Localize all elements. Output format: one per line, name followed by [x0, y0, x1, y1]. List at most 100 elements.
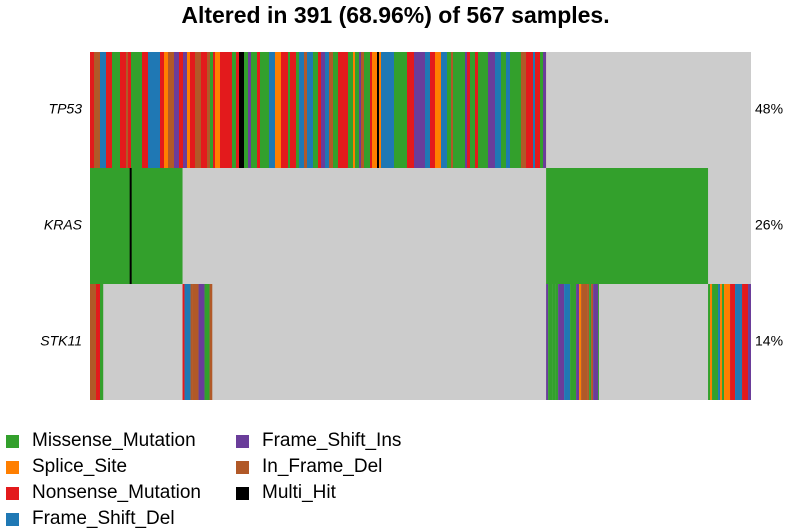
- gene-percent-tp53: 48%: [755, 101, 783, 117]
- mutation-cell-stk11: [718, 284, 720, 400]
- legend-item-in-frame-del: In_Frame_Del: [236, 454, 401, 480]
- mutation-cell-stk11: [742, 284, 748, 400]
- mutation-cell-tp53: [263, 52, 269, 168]
- mutation-cell-tp53: [160, 52, 164, 168]
- mutation-cell-stk11: [712, 284, 718, 400]
- mutation-cell-stk11: [546, 284, 548, 400]
- mutation-cell-tp53: [359, 52, 361, 168]
- mutation-cell-tp53: [286, 52, 288, 168]
- mutation-cell-tp53: [321, 52, 325, 168]
- legend-label: Frame_Shift_Ins: [262, 430, 401, 452]
- mutation-cell-stk11: [735, 284, 740, 400]
- mutation-cell-tp53: [304, 52, 307, 168]
- legend-label: Frame_Shift_Del: [32, 508, 175, 530]
- mutation-cell-stk11: [598, 284, 599, 400]
- oncoplot-cells: [90, 52, 751, 400]
- legend-item-nonsense-mutation: Nonsense_Mutation: [6, 480, 201, 506]
- mutation-cell-tp53: [299, 52, 304, 168]
- mutation-cell-stk11: [185, 284, 191, 400]
- legend-item-multi-hit: Multi_Hit: [236, 480, 401, 506]
- mutation-cell-tp53: [131, 52, 137, 168]
- legend-label: Splice_Site: [32, 456, 127, 478]
- mutation-cell-tp53: [269, 52, 275, 168]
- mutation-cell-tp53: [251, 52, 257, 168]
- legend-swatch: [6, 513, 19, 526]
- mutation-cell-tp53: [281, 52, 286, 168]
- mutation-cell-tp53: [187, 52, 190, 168]
- mutation-cell-tp53: [512, 52, 517, 168]
- mutation-cell-stk11: [100, 284, 103, 400]
- mutation-cell-tp53: [142, 52, 148, 168]
- mutation-cell-tp53: [435, 52, 441, 168]
- mutation-cell-tp53: [495, 52, 501, 168]
- mutation-cell-tp53: [394, 52, 398, 168]
- mutation-cell-stk11: [589, 284, 591, 400]
- mutation-cell-tp53: [296, 52, 299, 168]
- mutation-cell-tp53: [372, 52, 377, 168]
- mutation-cell-tp53: [333, 52, 338, 168]
- mutation-cell-tp53: [348, 52, 353, 168]
- mutation-cell-tp53: [213, 52, 215, 168]
- legend-label: Missense_Mutation: [32, 430, 196, 452]
- mutation-cell-tp53: [488, 52, 491, 168]
- mutation-cell-tp53: [430, 52, 435, 168]
- gene-percent-kras: 26%: [755, 217, 783, 233]
- mutation-cell-tp53: [465, 52, 467, 168]
- mutation-cell-tp53: [168, 52, 174, 168]
- mutation-cell-tp53: [533, 52, 535, 168]
- mutation-cell-kras-multihit: [130, 168, 132, 284]
- mutation-cell-tp53: [288, 52, 290, 168]
- mutation-cell-stk11: [193, 284, 199, 400]
- mutation-cell-tp53: [370, 52, 372, 168]
- mutation-cell-stk11: [564, 284, 570, 400]
- legend-swatch: [6, 487, 19, 500]
- mutation-cell-tp53: [535, 52, 540, 168]
- mutation-cell-stk11: [576, 284, 579, 400]
- mutation-cell-tp53: [224, 52, 230, 168]
- mutation-cell-stk11: [708, 284, 710, 400]
- mutation-cell-tp53: [150, 52, 155, 168]
- mutation-cell-tp53: [232, 52, 236, 168]
- mutation-cell-tp53: [407, 52, 410, 168]
- mutation-cell-tp53: [361, 52, 364, 168]
- mutation-cell-tp53: [90, 52, 94, 168]
- mutation-cell-tp53: [381, 52, 387, 168]
- mutation-cell-tp53: [106, 52, 112, 168]
- mutation-cell-tp53: [290, 52, 296, 168]
- mutation-cell-tp53: [230, 52, 232, 168]
- mutation-cell-tp53: [338, 52, 340, 168]
- mutation-cell-stk11: [722, 284, 724, 400]
- mutation-cell-stk11: [183, 284, 185, 400]
- legend-swatch: [236, 461, 249, 474]
- mutation-cell-tp53: [137, 52, 142, 168]
- legend-swatch: [6, 461, 19, 474]
- mutation-cell-tp53: [148, 52, 150, 168]
- mutation-cell-tp53: [318, 52, 321, 168]
- mutation-cell-tp53: [482, 52, 486, 168]
- mutation-cell-tp53: [164, 52, 168, 168]
- mutation-cell-tp53: [377, 52, 379, 168]
- mutation-cell-tp53: [543, 52, 546, 168]
- mutation-cell-tp53: [441, 52, 447, 168]
- mutation-cell-tp53: [313, 52, 318, 168]
- mutation-cell-tp53: [340, 52, 344, 168]
- mutation-cell-tp53: [220, 52, 224, 168]
- mutation-cell-tp53: [540, 52, 543, 168]
- legend-item-splice-site: Splice_Site: [6, 454, 201, 480]
- mutation-block-kras-0: [90, 168, 183, 284]
- mutation-cell-tp53: [387, 52, 390, 168]
- mutation-cell-stk11: [591, 284, 593, 400]
- mutation-cell-tp53: [329, 52, 333, 168]
- mutation-cell-tp53: [307, 52, 313, 168]
- mutation-cell-tp53: [451, 52, 453, 168]
- mutation-cell-tp53: [379, 52, 381, 168]
- mutation-cell-tp53: [94, 52, 100, 168]
- mutation-cell-tp53: [506, 52, 510, 168]
- mutation-cell-tp53: [353, 52, 355, 168]
- mutation-cell-stk11: [96, 284, 100, 400]
- mutation-cell-tp53: [478, 52, 482, 168]
